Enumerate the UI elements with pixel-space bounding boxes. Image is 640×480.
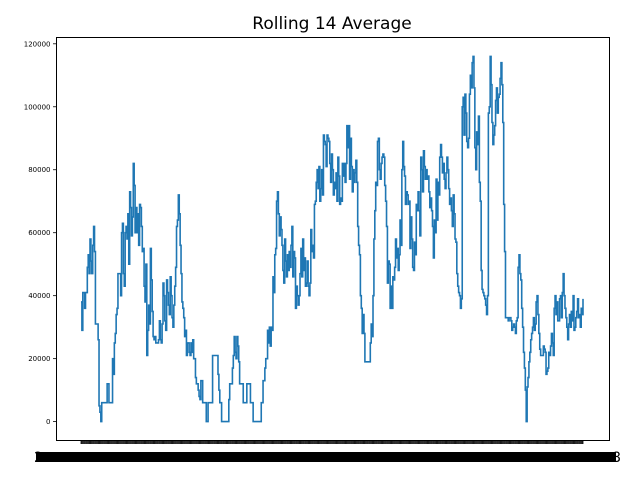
y-tick-label: 60000 [28, 229, 50, 237]
x-tick-label-first: 2 [34, 450, 43, 466]
y-tick-label: 40000 [28, 292, 50, 300]
y-axis: 0 20000 40000 60000 80000 100000 120000 [24, 40, 57, 426]
y-tick-label: 120000 [24, 40, 51, 48]
chart-title: Rolling 14 Average [252, 14, 411, 34]
series-lines [81, 55, 584, 423]
y-tick-label: 0 [46, 418, 50, 426]
series-line [81, 55, 584, 423]
y-tick-label: 100000 [24, 103, 51, 111]
y-tick-label: 20000 [28, 355, 50, 363]
y-tick-label: 80000 [28, 166, 50, 174]
x-tick-label-last: 8 [612, 450, 621, 466]
plot-area [56, 37, 610, 441]
x-tick-labels-overlap [36, 452, 616, 462]
